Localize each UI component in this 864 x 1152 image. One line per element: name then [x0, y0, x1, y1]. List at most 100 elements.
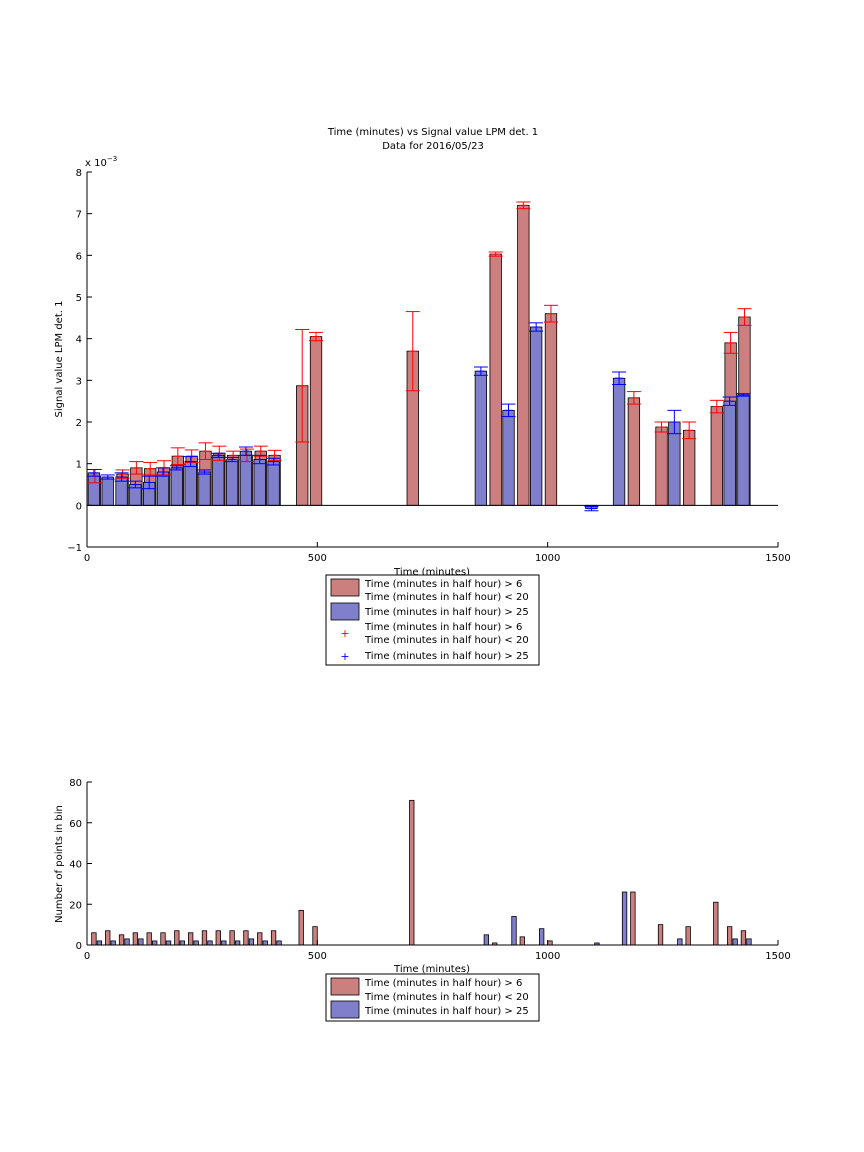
y-tick-label: 60: [69, 819, 82, 830]
top-legend-label-red-marker-line2: Time (minutes in half hour) < 20: [364, 635, 529, 646]
bottom-legend: Time (minutes in half hour) > 6 Time (mi…: [325, 973, 540, 1022]
blue-bar: [110, 940, 116, 946]
red-errorbar: [309, 331, 324, 342]
blue-bar: [668, 421, 681, 506]
y-tick-label: 1: [76, 460, 82, 471]
red-bar: [298, 909, 304, 946]
blue-bar: [179, 940, 185, 946]
blue-bar: [530, 326, 543, 506]
blue-errorbar: [86, 469, 101, 477]
blue-bar: [184, 461, 197, 506]
blue-bar: [198, 471, 211, 506]
red-bar: [270, 930, 277, 946]
red-bar: [627, 397, 641, 506]
y-tick-label: 40: [69, 860, 82, 871]
x-tick-label: 1000: [535, 553, 560, 564]
top-errorbar-series: [86, 201, 752, 512]
red-errorbar: [654, 421, 669, 433]
red-errorbar: [488, 251, 503, 257]
red-errorbar: [253, 445, 268, 457]
red-bar: [655, 426, 668, 506]
red-bar: [118, 934, 125, 946]
top-legend: Time (minutes in half hour) > 6 Time (mi…: [325, 574, 540, 666]
bottom-y-axis-label: Number of points in bin: [54, 805, 65, 923]
red-bar: [409, 799, 415, 946]
blue-errorbar: [584, 506, 599, 512]
x-tick-label: 500: [308, 951, 327, 962]
top-y-exponent: x 10−3: [85, 155, 117, 169]
blue-errorbar: [667, 409, 682, 435]
top-legend-swatch-red-bar: [330, 578, 360, 597]
blue-errorbar: [252, 454, 267, 465]
red-bar: [517, 204, 530, 506]
x-tick-label: 1500: [765, 553, 790, 564]
blue-bar: [207, 940, 213, 946]
red-errorbar: [129, 461, 144, 475]
blue-bar: [193, 940, 199, 946]
y-tick-label: 0: [76, 501, 82, 512]
blue-bar: [621, 891, 628, 946]
blue-bar: [677, 938, 683, 946]
red-bar: [726, 926, 733, 946]
bottom-legend-swatch-red-bar: [330, 977, 360, 996]
blue-errorbar: [114, 472, 129, 482]
blue-errorbar: [238, 446, 253, 456]
y-tick-label: 0: [76, 941, 82, 952]
red-errorbar: [516, 201, 531, 210]
blue-errorbar: [722, 396, 737, 406]
blue-bar: [221, 940, 227, 946]
top-y-axis-label: Signal value LPM det. 1: [54, 301, 65, 418]
blue-bar: [170, 467, 183, 506]
blue-bar: [248, 938, 255, 946]
chart-title: Time (minutes) vs Signal value LPM det. …: [327, 127, 538, 138]
blue-errorbar: [501, 403, 516, 418]
red-bar: [740, 930, 747, 946]
bottom-axes: 0 500 1000 1500 0 20 40 60 80: [69, 778, 790, 962]
red-bar: [243, 930, 249, 946]
blue-bar: [511, 916, 517, 946]
blue-bar: [732, 938, 738, 946]
blue-bar: [276, 940, 282, 946]
blue-errorbar: [612, 371, 627, 385]
blue-errorbar: [183, 456, 198, 468]
blue-bar: [152, 940, 158, 946]
bottom-legend-label-red-bar-line2: Time (minutes in half hour) < 20: [364, 992, 529, 1003]
blue-bar: [502, 409, 515, 506]
top-legend-box: [325, 574, 540, 666]
bottom-bar-series: [91, 799, 752, 946]
blue-bar: [138, 938, 144, 946]
red-bar: [312, 926, 318, 946]
blue-errorbar: [169, 465, 184, 471]
red-errorbar: [543, 304, 558, 323]
top-legend-swatch-blue-bar: [330, 602, 360, 621]
blue-bar: [212, 454, 225, 506]
red-bar: [547, 940, 553, 946]
red-bar: [713, 901, 719, 946]
top-legend-label-red-bar-line1: Time (minutes in half hour) > 6: [364, 579, 522, 590]
red-bar: [91, 932, 97, 946]
blue-bar: [225, 459, 239, 506]
blue-bar: [124, 938, 130, 946]
y-tick-label: 7: [76, 210, 82, 221]
blue-errorbar: [529, 322, 544, 332]
red-errorbar: [682, 421, 697, 440]
red-bar: [257, 932, 263, 946]
red-bar: [544, 313, 558, 506]
blue-bar: [87, 472, 101, 506]
blue-bar: [96, 940, 103, 946]
red-bar: [489, 253, 502, 506]
red-bar: [160, 932, 166, 946]
red-errorbar: [198, 442, 213, 460]
red-bar: [132, 932, 139, 946]
y-tick-label: 8: [76, 168, 82, 179]
blue-errorbar: [128, 480, 143, 489]
bottom-legend-box: [325, 973, 540, 1022]
red-bar: [201, 930, 208, 946]
blue-bar: [723, 400, 736, 506]
red-bar: [519, 936, 525, 946]
blue-bar: [474, 370, 488, 506]
y-tick-label: 80: [69, 778, 82, 789]
blue-bar: [483, 934, 490, 946]
